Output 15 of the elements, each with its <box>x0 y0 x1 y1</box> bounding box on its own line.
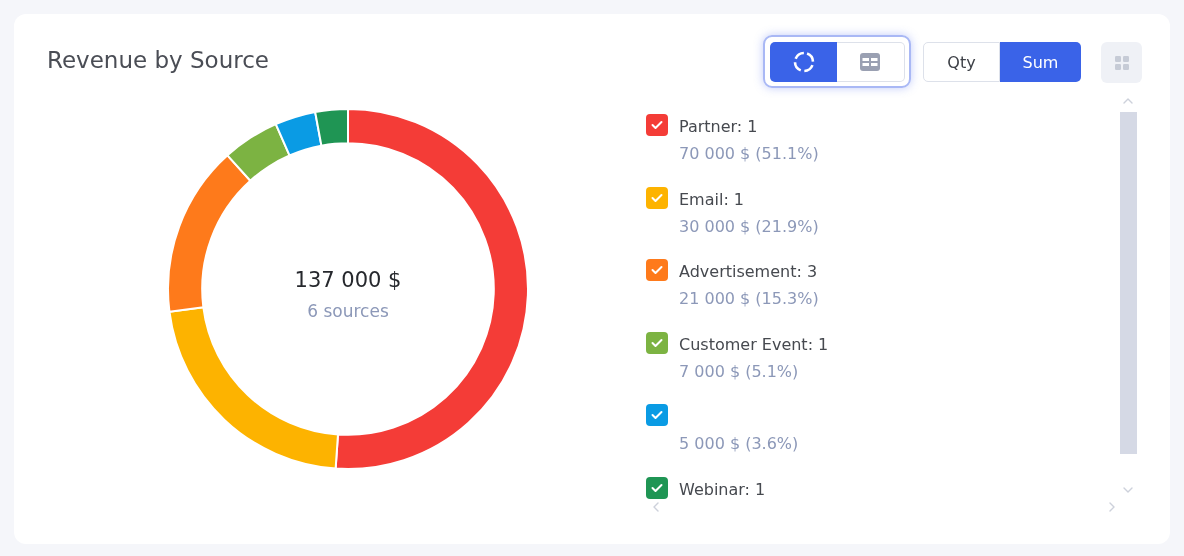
data-label: 7 000 $ (5.1%) <box>679 361 799 382</box>
button: Sum <box>1000 42 1081 82</box>
data-label: 21 000 $ (15.3%) <box>679 289 819 309</box>
text: 6 sources <box>306 300 390 322</box>
data-label: 70 000 $ (51.1%) <box>679 144 819 164</box>
button: Qty <box>923 42 1000 82</box>
chart-title: Revenue by Source <box>47 46 269 75</box>
text: 5 000 $ (3.6%) <box>679 434 799 454</box>
text: 137 000 $ <box>293 267 403 293</box>
legend-label: Advertisement: 3 <box>679 262 818 282</box>
legend-label: Partner: 1 <box>679 117 758 137</box>
legend-label: Customer Event: 1 <box>679 334 829 355</box>
legend-label: Email: 1 <box>679 189 745 210</box>
legend-label: Webinar: 1 <box>679 479 766 500</box>
data-label: 30 000 $ (21.9%) <box>679 216 819 237</box>
